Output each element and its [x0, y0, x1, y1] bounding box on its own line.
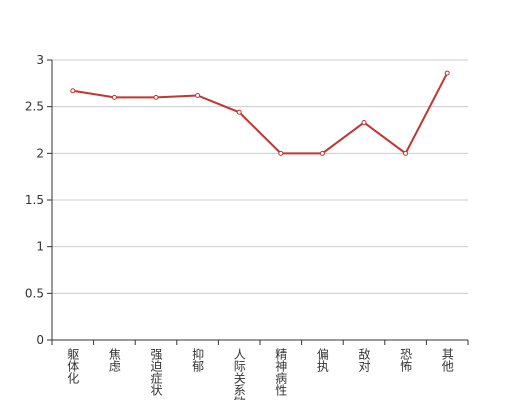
x-tick-label: 抑郁	[191, 347, 205, 373]
y-tick-label: 0	[36, 333, 44, 347]
point	[403, 150, 409, 156]
x-tick-label: 其他	[440, 348, 454, 372]
point	[111, 94, 117, 100]
y-tick-label: 2	[36, 146, 44, 160]
x-tick-label: 精神病性	[274, 348, 288, 397]
point	[444, 70, 450, 76]
point	[153, 94, 159, 100]
y-tick-label: 1.5	[25, 193, 44, 207]
line	[72, 72, 449, 155]
x-tick-label: 焦虑	[107, 348, 121, 372]
x-tick-label: 人际关系敏感	[232, 348, 246, 400]
point	[319, 150, 325, 156]
x-tick-label: 恐怖	[399, 348, 413, 372]
y-tick-label: 3	[36, 53, 44, 67]
y-tick-label: 1	[36, 240, 44, 254]
point	[70, 88, 76, 94]
point	[195, 92, 201, 98]
x-tick-label: 强迫症状	[149, 348, 163, 396]
x-tick-label: 敌对	[357, 347, 371, 372]
x-tick-label: 偏执	[315, 347, 329, 373]
y-tick-label: 0.5	[25, 286, 44, 300]
point	[361, 120, 367, 126]
point	[236, 109, 242, 115]
point	[278, 150, 284, 156]
x-tick-label: 躯体化	[66, 347, 80, 385]
y-tick-label: 2.5	[25, 100, 44, 114]
